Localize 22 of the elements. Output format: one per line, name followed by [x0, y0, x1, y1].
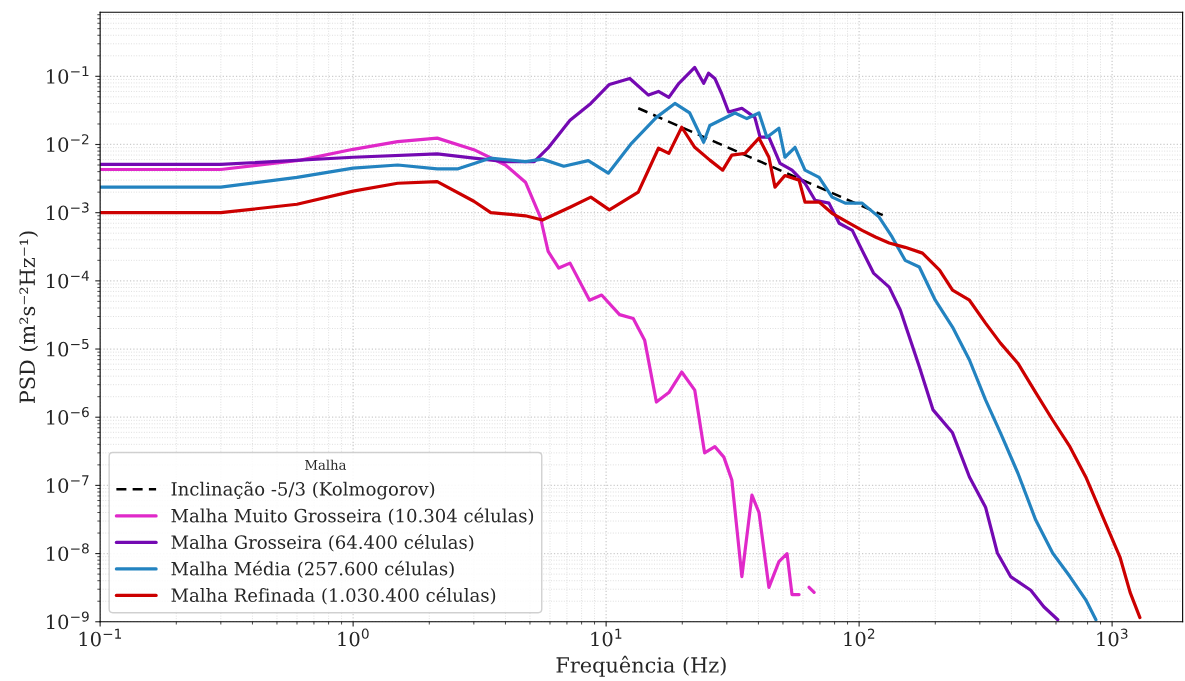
- x-tick-label: 10$^{1}$: [591, 628, 622, 647]
- x-tick-label: 10$^{3}$: [1097, 628, 1128, 647]
- y-tick-label: 10$^{−4}$: [47, 270, 89, 289]
- y-tick-label: 10$^{−5}$: [47, 338, 89, 357]
- legend-label: Inclinação -5/3 (Kolmogorov): [171, 481, 435, 500]
- legend-label: Malha Refinada (1.030.400 células): [171, 587, 496, 605]
- y-tick-label: 10$^{−8}$: [47, 543, 89, 562]
- y-tick-label: 10$^{−7}$: [47, 475, 89, 493]
- x-axis-title: Frequência (Hz): [556, 655, 726, 677]
- legend-title: Malha: [305, 459, 347, 470]
- y-tick-label: 10$^{−9}$: [47, 611, 89, 630]
- legend-label: Malha Média (257.600 células): [171, 560, 454, 579]
- y-axis-title: PSD (m²s⁻²Hz⁻¹): [19, 231, 39, 404]
- x-tick-label: 10$^{2}$: [844, 628, 875, 647]
- y-tick-label: 10$^{−6}$: [47, 406, 89, 425]
- legend-label: Malha Muito Grosseira (10.304 células): [171, 507, 534, 526]
- legend-label: Malha Grosseira (64.400 células): [171, 534, 474, 552]
- y-tick-label: 10$^{−2}$: [47, 134, 89, 153]
- x-tick-label: 10$^{0}$: [338, 628, 369, 647]
- y-tick-label: 10$^{−3}$: [47, 202, 89, 221]
- y-tick-label: 10$^{−1}$: [47, 66, 89, 84]
- x-tick-label: 10$^{−1}$: [79, 628, 122, 647]
